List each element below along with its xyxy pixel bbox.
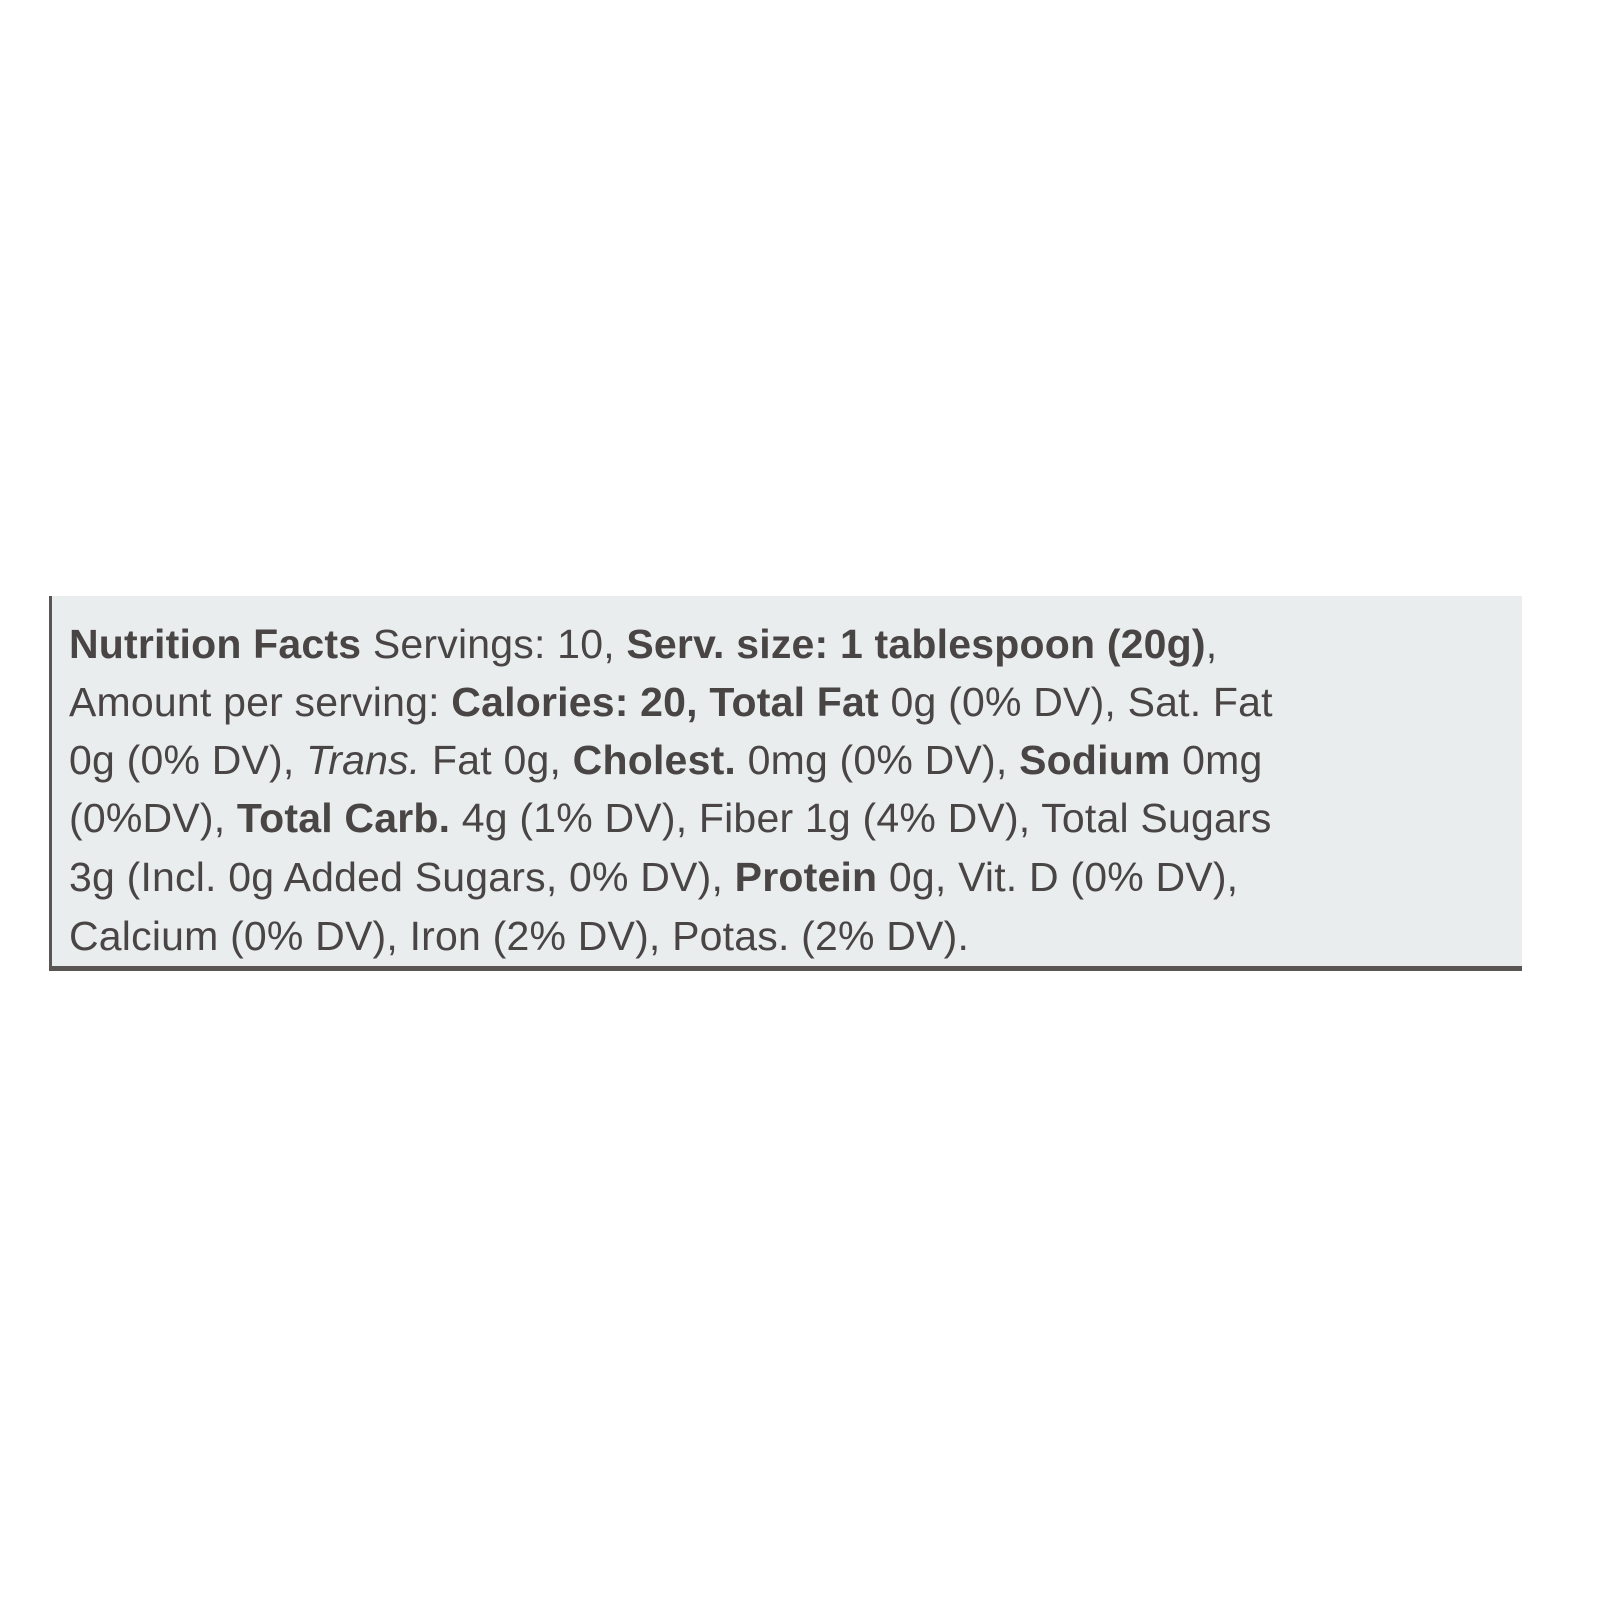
- label-text-segment: Serv. size: 1 tablespoon (20g): [626, 621, 1206, 667]
- label-line: 0g (0% DV), Trans. Fat 0g, Cholest. 0mg …: [69, 736, 1263, 784]
- label-text-segment: 4g (1% DV), Fiber 1g (4% DV), Total Suga…: [450, 795, 1272, 841]
- label-text-segment: Servings: 10,: [361, 621, 627, 667]
- label-text-segment: Trans.: [306, 737, 421, 783]
- label-text-segment: Amount per serving:: [69, 679, 452, 725]
- label-text-segment: ,: [1205, 621, 1218, 667]
- label-text-segment: Sodium: [1019, 737, 1171, 783]
- label-text-segment: 0mg: [1170, 737, 1263, 783]
- label-text-segment: Protein: [734, 854, 878, 900]
- label-text-segment: 0mg (0% DV),: [736, 737, 1020, 783]
- label-text-segment: Total Carb.: [236, 795, 451, 841]
- label-line: 3g (Incl. 0g Added Sugars, 0% DV), Prote…: [69, 853, 1238, 901]
- label-text-segment: 0g (0% DV),: [69, 737, 307, 783]
- label-text-segment: 0g (0% DV), Sat. Fat: [878, 679, 1273, 725]
- label-text-segment: Calories: 20, Total Fat: [451, 679, 879, 725]
- label-line: Nutrition Facts Servings: 10, Serv. size…: [69, 620, 1217, 668]
- label-text-segment: 3g (Incl. 0g Added Sugars, 0% DV),: [69, 854, 735, 900]
- label-text-segment: Cholest.: [572, 737, 737, 783]
- label-text-segment: (0%DV),: [69, 795, 237, 841]
- label-line: (0%DV), Total Carb. 4g (1% DV), Fiber 1g…: [69, 794, 1272, 842]
- label-line: Amount per serving: Calories: 20, Total …: [69, 678, 1273, 726]
- label-text-segment: 0g, Vit. D (0% DV),: [877, 854, 1239, 900]
- label-text-segment: Nutrition Facts: [69, 621, 362, 667]
- label-text-segment: Fat 0g,: [420, 737, 573, 783]
- label-text-segment: Calcium (0% DV), Iron (2% DV), Potas. (2…: [69, 913, 970, 959]
- label-line: Calcium (0% DV), Iron (2% DV), Potas. (2…: [69, 912, 969, 960]
- nutrition-facts-label: Nutrition Facts Servings: 10, Serv. size…: [49, 596, 1522, 971]
